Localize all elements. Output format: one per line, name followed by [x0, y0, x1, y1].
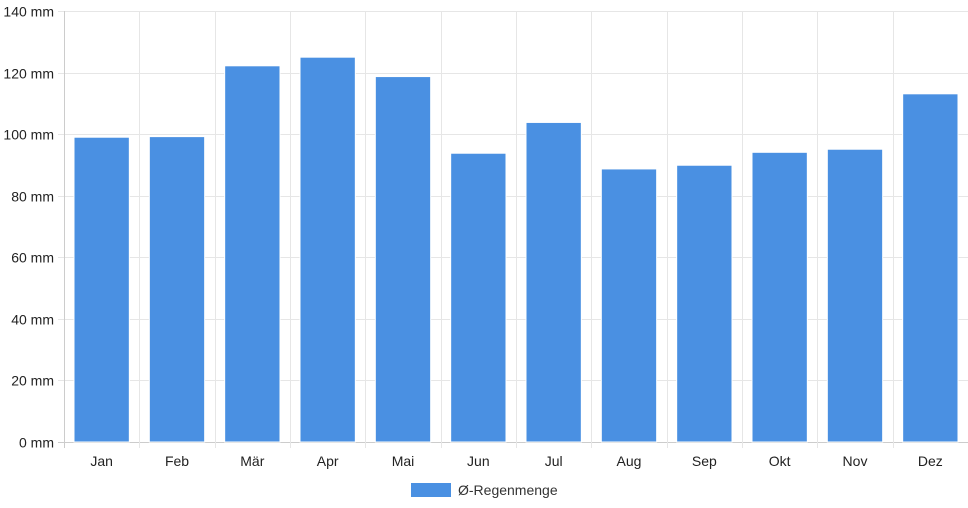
y-tick-label: 140 mm — [3, 4, 54, 20]
bar-aug[interactable] — [600, 168, 658, 443]
x-tick-label: Sep — [692, 453, 717, 469]
legend-label[interactable]: Ø-Regenmenge — [458, 482, 558, 498]
bar-jul[interactable] — [525, 121, 582, 443]
y-tick-label: 0 mm — [19, 435, 54, 451]
bar-okt[interactable] — [751, 151, 808, 443]
y-tick-label: 20 mm — [11, 373, 54, 389]
y-tick-label: 40 mm — [11, 312, 54, 328]
bar-mär[interactable] — [224, 65, 281, 443]
x-tick-label: Feb — [165, 453, 189, 469]
x-tick-label: Okt — [769, 453, 791, 469]
bar-dez[interactable] — [902, 93, 959, 443]
bar-feb[interactable] — [148, 136, 206, 443]
bars — [73, 56, 959, 443]
gridlines — [58, 11, 968, 448]
legend[interactable]: Ø-Regenmenge — [411, 482, 558, 498]
x-tick-label: Dez — [918, 453, 943, 469]
x-tick-label: Jan — [90, 453, 113, 469]
bar-nov[interactable] — [826, 148, 884, 443]
y-tick-label: 60 mm — [11, 250, 54, 266]
x-tick-label: Nov — [843, 453, 868, 469]
x-tick-label: Jun — [467, 453, 490, 469]
x-tick-label: Mär — [240, 453, 264, 469]
x-tick-label: Mai — [392, 453, 415, 469]
x-tick-label: Jul — [545, 453, 563, 469]
legend-swatch[interactable] — [411, 483, 451, 497]
bar-mai[interactable] — [374, 76, 432, 443]
y-tick-label: 120 mm — [3, 66, 54, 82]
x-tick-labels: Jan Feb Mär Apr Mai Jun Jul Aug Sep Okt Nov Dez — [90, 453, 942, 469]
y-tick-labels: 0 mm 20 mm 40 mm 60 mm 80 mm 100 mm 120 mm 140 … — [3, 4, 54, 451]
x-tick-label: Aug — [617, 453, 642, 469]
y-tick-label: 80 mm — [11, 189, 54, 205]
x-tick-label: Apr — [317, 453, 339, 469]
bar-jan[interactable] — [73, 136, 130, 443]
y-tick-label: 100 mm — [3, 127, 54, 143]
bar-sep[interactable] — [676, 164, 733, 443]
bar-apr[interactable] — [299, 56, 356, 443]
bar-jun[interactable] — [450, 152, 507, 443]
